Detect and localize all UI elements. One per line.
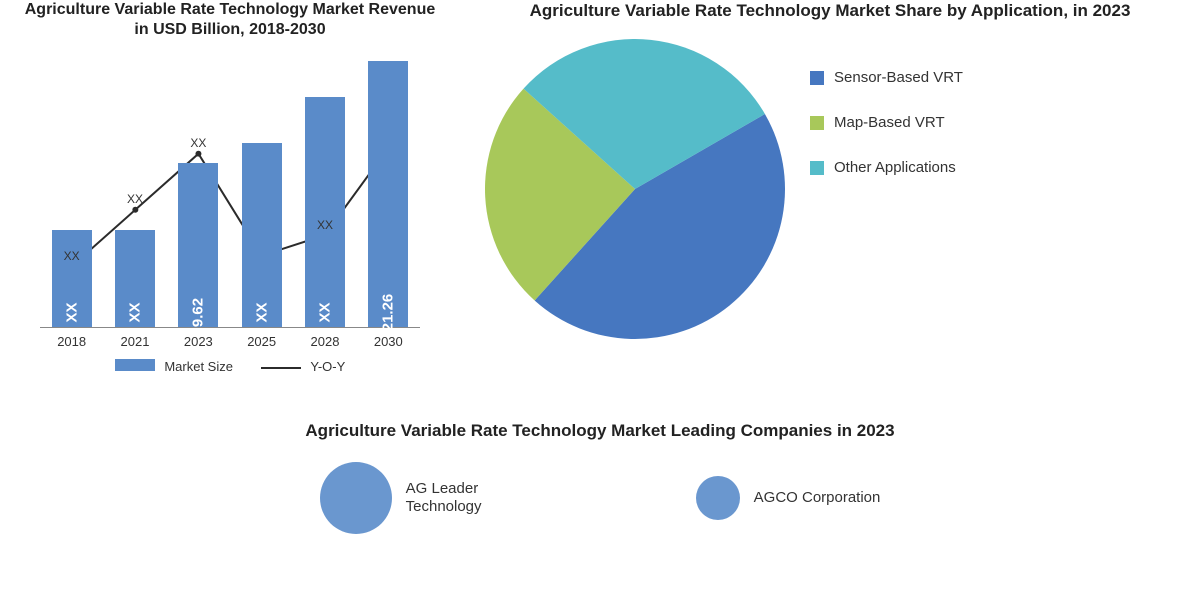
bar-value-label: 9.62	[190, 298, 207, 327]
bar-value-label: XX	[63, 302, 80, 322]
pie-legend-label: Map-Based VRT	[834, 114, 945, 131]
bar-top-label: XX	[127, 192, 143, 206]
bar-top-label: XX	[64, 249, 80, 263]
company-item: AGCO Corporation	[696, 476, 881, 520]
legend-label-market-size: Market Size	[164, 359, 233, 374]
bar: XX	[52, 230, 92, 327]
yoy-line	[40, 48, 420, 327]
pie-legend-label: Other Applications	[834, 159, 956, 176]
bar: 21.26	[368, 61, 408, 327]
pie-chart-panel: Agriculture Variable Rate Technology Mar…	[460, 0, 1200, 420]
pie-chart-title: Agriculture Variable Rate Technology Mar…	[460, 0, 1200, 21]
bar-chart-legend: Market Size Y-O-Y	[20, 359, 440, 374]
bar: XX	[115, 230, 155, 327]
company-bubble	[320, 462, 392, 534]
companies-panel: Agriculture Variable Rate Technology Mar…	[0, 420, 1200, 534]
bar-value-label: XX	[317, 302, 334, 322]
x-axis-label: 2028	[293, 334, 356, 349]
bar-value-label: XX	[253, 302, 270, 322]
legend-item-market-size: Market Size	[115, 359, 233, 374]
pie-legend-item: Other Applications	[810, 159, 1200, 176]
legend-item-yoy: Y-O-Y	[261, 359, 345, 374]
bar: XX	[242, 143, 282, 327]
bar: 9.62	[178, 163, 218, 327]
company-label: AG Leader Technology	[406, 480, 556, 516]
pie-legend-item: Sensor-Based VRT	[810, 69, 1200, 86]
bar-chart-plot: XX XX XX XX 9.62 XX XX XX XX 21.26	[40, 48, 420, 328]
legend-swatch-bar	[115, 359, 155, 371]
bar-value-label: XX	[127, 302, 144, 322]
bar-chart-x-axis: 201820212023202520282030	[40, 334, 420, 349]
pie-legend-swatch	[810, 161, 824, 175]
x-axis-label: 2018	[40, 334, 103, 349]
company-item: AG Leader Technology	[320, 462, 556, 534]
companies-row: AG Leader Technology AGCO Corporation	[0, 462, 1200, 534]
company-label: AGCO Corporation	[754, 489, 881, 507]
bar-top-label: XX	[190, 136, 206, 150]
x-axis-label: 2025	[230, 334, 293, 349]
legend-swatch-line	[261, 367, 301, 369]
pie-chart-legend: Sensor-Based VRT Map-Based VRT Other Appli…	[810, 29, 1200, 349]
pie-legend-swatch	[810, 116, 824, 130]
bar: XX	[305, 97, 345, 327]
x-axis-label: 2023	[167, 334, 230, 349]
bar-value-label: 21.26	[380, 294, 397, 332]
pie-legend-swatch	[810, 71, 824, 85]
pie-legend-item: Map-Based VRT	[810, 114, 1200, 131]
bar-chart-title: Agriculture Variable Rate Technology Mar…	[20, 0, 440, 40]
legend-label-yoy: Y-O-Y	[310, 359, 345, 374]
companies-title: Agriculture Variable Rate Technology Mar…	[0, 420, 1200, 442]
bar-top-label: XX	[317, 218, 333, 232]
pie-legend-label: Sensor-Based VRT	[834, 69, 963, 86]
bar-chart-panel: Agriculture Variable Rate Technology Mar…	[0, 0, 460, 420]
x-axis-label: 2030	[357, 334, 420, 349]
x-axis-label: 2021	[103, 334, 166, 349]
pie-chart-plot	[460, 29, 810, 349]
company-bubble	[696, 476, 740, 520]
